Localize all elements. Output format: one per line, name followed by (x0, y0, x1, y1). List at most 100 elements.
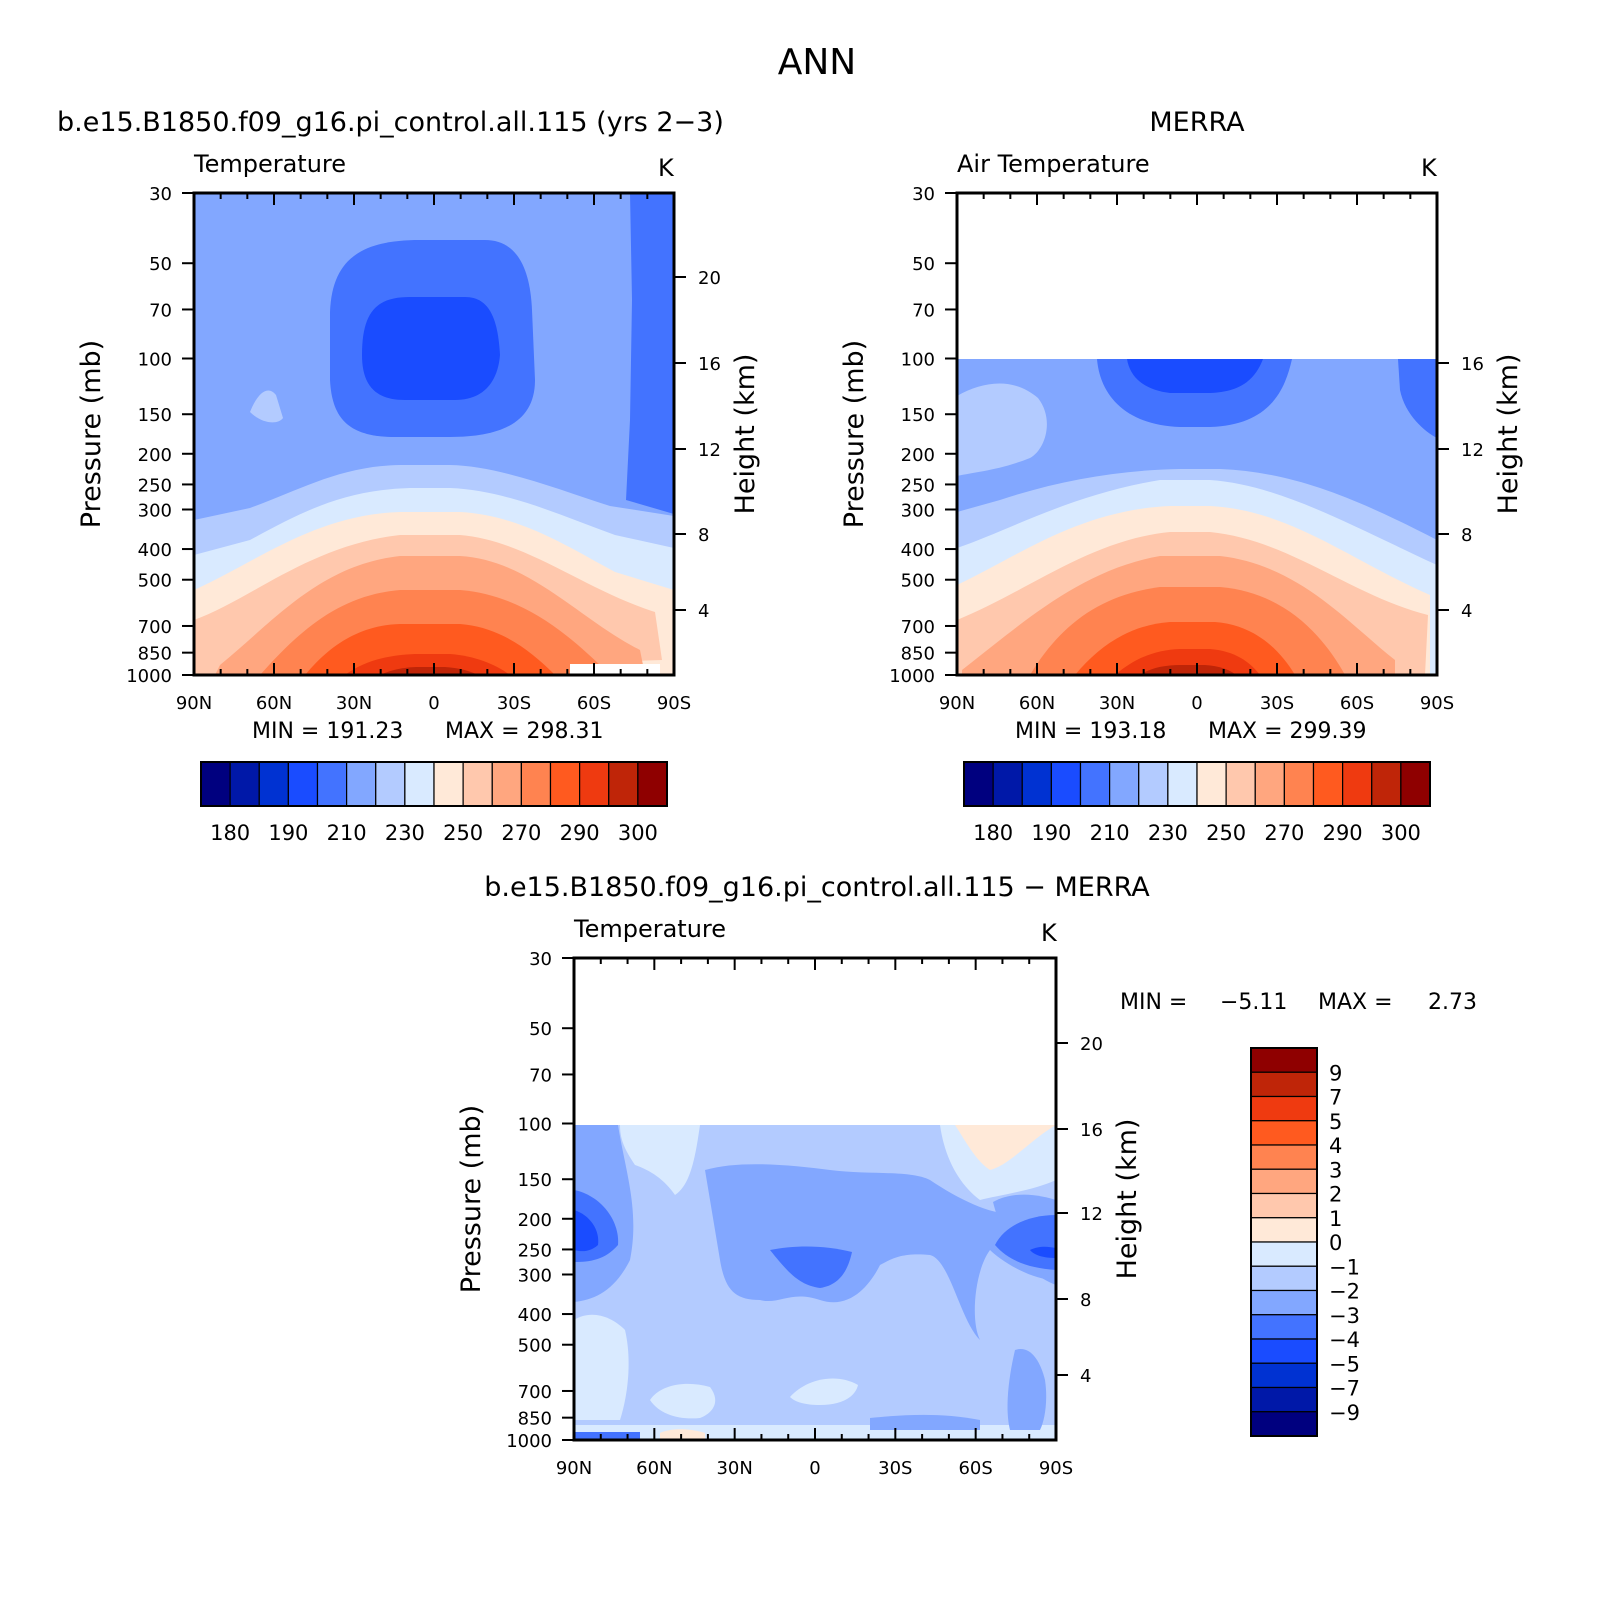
panel-merra: MERRA Air Temperature K 90N 60N 30N 0 30S 60S… (839, 107, 1524, 845)
colorbar-swatch (433, 761, 464, 807)
variable-label: Temperature (573, 915, 726, 943)
y-tick-label: 100 (518, 1114, 552, 1135)
colorbar-swatch (1250, 1289, 1318, 1316)
contour-field (957, 359, 1437, 675)
x-tick-label: 90S (1039, 1458, 1073, 1479)
contour-band (620, 1125, 700, 1195)
colorbar-label: 190 (1031, 821, 1071, 845)
y-tick-label: 400 (138, 540, 172, 561)
contour-band (1398, 359, 1437, 438)
contour-band (305, 624, 555, 675)
y-tick-label: 200 (901, 445, 935, 466)
colorbar-frame (1250, 1047, 1318, 1437)
y-tick-label: 50 (529, 1019, 552, 1040)
colorbar-swatch (1250, 1411, 1318, 1437)
y-right-tick-label: 12 (1461, 440, 1484, 461)
panel-model: b.e15.B1850.f09_g16.pi_control.all.115 (… (57, 107, 761, 845)
y-right-tick-label: 12 (1080, 1204, 1103, 1225)
min-label: MIN = 193.18 (1015, 719, 1166, 744)
colorbar-swatch (1400, 761, 1431, 807)
colorbar-swatch (520, 761, 552, 807)
y-tick-label: 300 (518, 1266, 552, 1287)
y-tick-label: 500 (901, 571, 935, 592)
colorbar-swatch (1250, 1217, 1318, 1243)
y-tick-label: 30 (529, 949, 552, 970)
panel-title: MERRA (1149, 107, 1245, 138)
y-right-tick-label: 4 (1080, 1366, 1091, 1387)
colorbar-swatch (375, 761, 406, 807)
x-tick-label: 30N (1099, 693, 1135, 714)
x-tick-label: 30N (336, 693, 372, 714)
y-tick-label: 300 (901, 501, 935, 522)
contour-field (194, 193, 674, 675)
y-right-axis-label: Height (km) (1112, 1119, 1143, 1280)
contour-band (790, 1378, 858, 1405)
x-tick-label: 90N (939, 693, 975, 714)
colorbar-label: −7 (1329, 1377, 1360, 1401)
colorbar-swatch (287, 761, 319, 807)
panel-title: b.e15.B1850.f09_g16.pi_control.all.115 (… (57, 107, 724, 138)
max-value: 2.73 (1428, 990, 1477, 1015)
colorbar-swatch (963, 761, 994, 807)
y-tick-label: 200 (138, 445, 172, 466)
panel-difference: b.e15.B1850.f09_g16.pi_control.all.115 −… (456, 872, 1477, 1479)
colorbar-swatch (1167, 761, 1198, 807)
x-tick-label: 60S (958, 1458, 992, 1479)
contour-band (1140, 665, 1236, 675)
x-tick-label: 30S (878, 1458, 912, 1479)
colorbar-swatch (1225, 761, 1256, 807)
colorbar-swatch (491, 761, 522, 807)
x-tick-label: 30S (1260, 693, 1294, 714)
y-tick-label: 100 (138, 349, 172, 370)
contour-band (250, 390, 283, 423)
colorbar-swatch (1021, 761, 1052, 807)
min-label: MIN = (1120, 990, 1187, 1015)
contour-band (380, 667, 478, 675)
y-right-tick-label: 8 (1080, 1290, 1091, 1311)
colorbar-swatch (404, 761, 435, 807)
max-label: MAX = (1318, 990, 1393, 1015)
colorbar-label: 230 (1148, 821, 1188, 845)
colorbar-label: 210 (1090, 821, 1130, 845)
colorbar-swatch (1250, 1168, 1318, 1195)
contour-band (660, 1429, 705, 1440)
y-tick-label: 250 (138, 475, 172, 496)
colorbar-label: 180 (210, 821, 250, 845)
contour-band (362, 297, 500, 400)
colorbar-label: −5 (1329, 1352, 1360, 1376)
colorbar-swatch (462, 761, 493, 807)
colorbar-swatch (1250, 1120, 1318, 1146)
contour-band (1030, 1246, 1056, 1258)
colorbar-swatch (316, 761, 348, 807)
y-tick-label: 30 (912, 184, 935, 205)
x-tick-label: 0 (809, 1458, 820, 1479)
y-tick-label: 400 (518, 1305, 552, 1326)
colorbar-label: −9 (1329, 1401, 1360, 1425)
y-right-tick-label: 16 (1461, 354, 1484, 375)
contour-band (650, 1383, 716, 1419)
colorbar-label: 270 (1264, 821, 1304, 845)
y-tick-label: 30 (149, 184, 172, 205)
colorbar-label: 4 (1329, 1134, 1342, 1158)
y-tick-label: 150 (138, 405, 172, 426)
x-tick-label: 90N (176, 693, 212, 714)
max-label: MAX = 299.39 (1208, 719, 1367, 744)
colorbar-swatch (1250, 1265, 1318, 1292)
x-tick-label: 90S (657, 693, 691, 714)
colorbar-frame (200, 761, 668, 807)
y-right-tick-label: 20 (1080, 1034, 1103, 1055)
colorbar-swatch (579, 761, 610, 807)
x-tick-label: 60N (256, 693, 292, 714)
colorbar-label: 180 (973, 821, 1013, 845)
x-tick-label: 60N (636, 1458, 672, 1479)
colorbar-label: 290 (1323, 821, 1363, 845)
units-label: K (658, 154, 675, 182)
y-right-tick-label: 8 (1461, 525, 1472, 546)
y-tick-label: 1000 (126, 666, 172, 687)
contour-band (770, 1246, 852, 1288)
colorbar-swatch (1250, 1241, 1318, 1267)
colorbar-label: 230 (385, 821, 425, 845)
colorbar-label: 290 (560, 821, 600, 845)
colorbar-label: 210 (327, 821, 367, 845)
